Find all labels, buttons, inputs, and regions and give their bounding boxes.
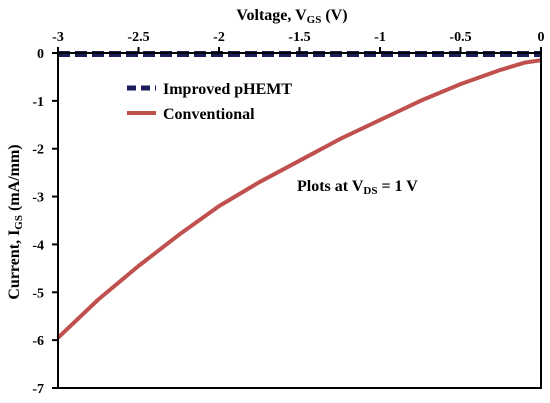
legend: Improved pHEMT Conventional [127, 81, 292, 123]
axes: -3 -2.5 -2 -1.5 -1 -0.5 0 0 -1 -2 -3 -4 -5 -6 -7 [32, 30, 544, 397]
plot-frame [57, 52, 542, 389]
x-tick-label: -1 [374, 30, 386, 45]
plot-area [56, 51, 542, 340]
y-tick-label: -1 [32, 95, 44, 110]
y-tick-label: -3 [32, 191, 44, 206]
legend-label-improved-phemt: Improved pHEMT [163, 81, 292, 98]
y-tick-label: -6 [32, 334, 44, 349]
annotation-vds: Plots at VDS = 1 V [297, 178, 418, 197]
y-tick-label: -7 [32, 382, 44, 397]
series-line-conventional [56, 58, 542, 340]
y-tick-label: -4 [32, 238, 44, 253]
y-tick-label: -5 [32, 286, 44, 301]
x-tick-label: -0.5 [449, 30, 471, 45]
x-tick-label: -1.5 [288, 30, 310, 45]
y-tick-label: 0 [37, 47, 44, 62]
x-tick-label: -3 [52, 30, 64, 45]
x-tick-label: 0 [538, 30, 545, 45]
x-axis-title: Voltage, VGS (V) [236, 7, 347, 26]
y-tick-label: -2 [32, 143, 44, 158]
y-axis-title: Current, IGS (mA/mm) [6, 144, 25, 299]
x-tick-label: -2 [213, 30, 225, 45]
x-tick-label: -2.5 [127, 30, 149, 45]
legend-label-conventional: Conventional [163, 106, 255, 123]
